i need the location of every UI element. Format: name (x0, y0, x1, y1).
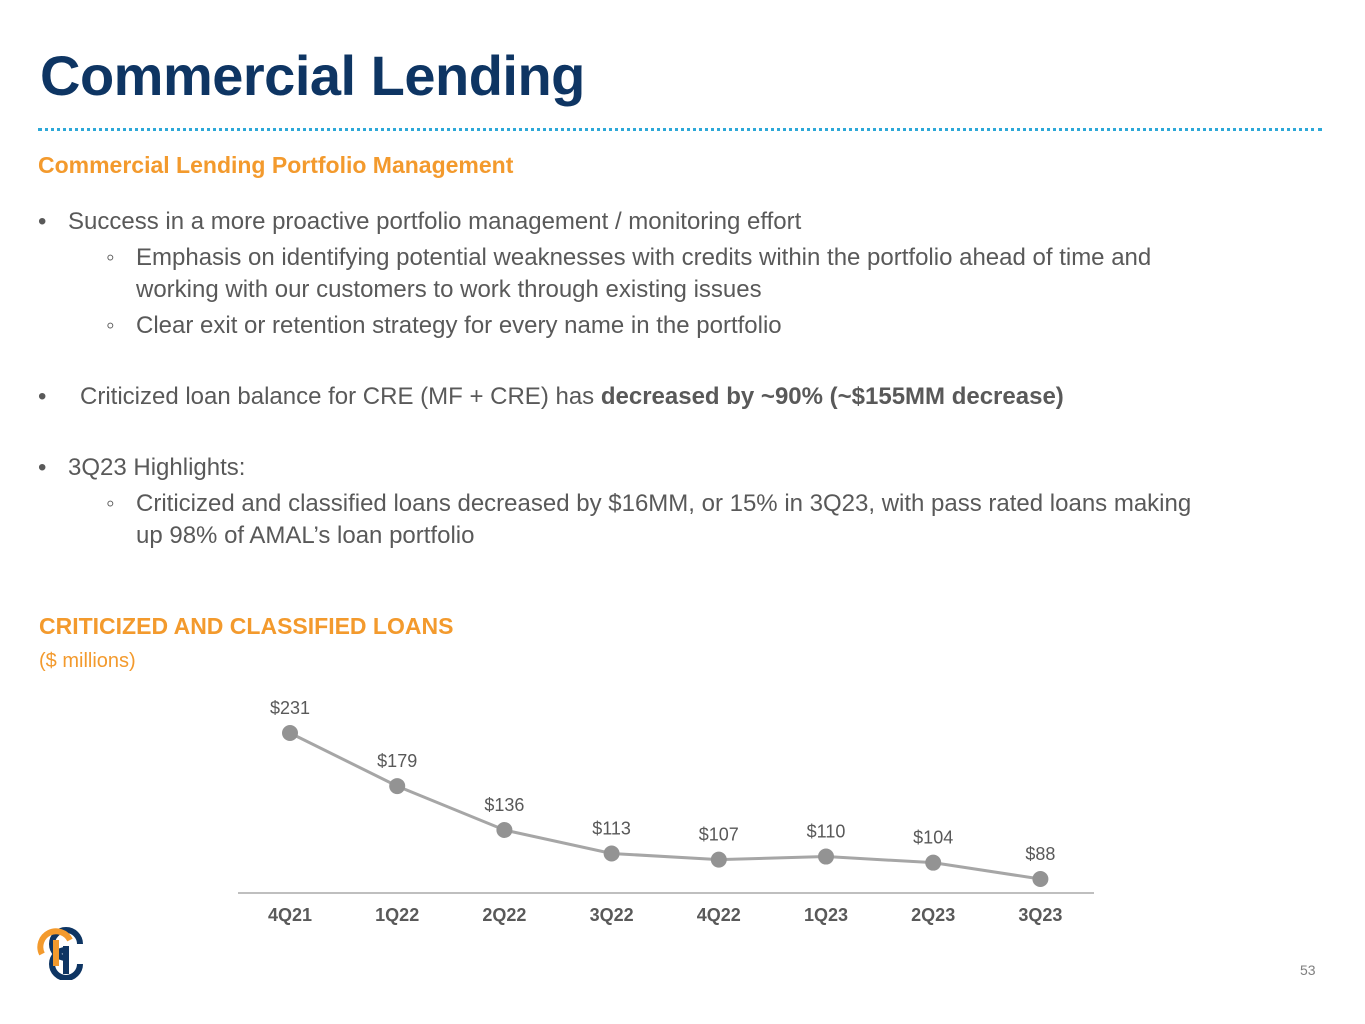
data-label: $179 (377, 751, 417, 771)
bullet-marker: • (38, 454, 47, 481)
bullet-emphasis: decreased by ~90% (~$155MM decrease) (600, 383, 1064, 410)
data-point (818, 848, 834, 865)
sub-bullet-item: ◦ Criticized and classified loans decrea… (106, 488, 1191, 520)
bullet-text: Criticized loan balance for CRE (MF + CR… (80, 383, 601, 410)
sub-bullet-item: ◦ Emphasis on identifying potential weak… (106, 242, 1151, 274)
data-label: $231 (270, 698, 310, 718)
x-tick-label: 4Q22 (697, 905, 741, 925)
x-tick-label: 2Q22 (482, 905, 526, 925)
x-tick-label: 2Q23 (911, 905, 955, 925)
x-tick-label: 3Q23 (1018, 905, 1062, 925)
sub-bullet-marker: ◦ (106, 490, 115, 517)
data-point (1032, 871, 1049, 887)
sub-bullet-marker: ◦ (106, 244, 115, 271)
chart-unit-label: ($ millions) (39, 650, 136, 672)
bullet-text: 3Q23 Highlights: (68, 454, 246, 481)
x-tick-label: 1Q22 (375, 905, 419, 925)
bullet-marker: • (38, 383, 47, 410)
page-number: 53 (1300, 962, 1316, 978)
data-point (282, 725, 298, 741)
data-label: $110 (807, 822, 846, 842)
bullet-item: • 3Q23 Highlights: (38, 452, 245, 484)
data-point (603, 845, 620, 862)
x-tick-label: 1Q23 (804, 905, 848, 925)
sub-bullet-continuation: working with our customers to work throu… (136, 276, 762, 303)
data-label: $88 (1025, 844, 1055, 864)
sub-bullet-marker: ◦ (106, 312, 115, 339)
bullet-item: • Criticized loan balance for CRE (MF + … (38, 381, 1064, 413)
sub-bullet-item: ◦ Clear exit or retention strategy for e… (106, 310, 782, 342)
sub-bullet-text: Clear exit or retention strategy for eve… (136, 312, 782, 339)
data-label: $104 (913, 828, 953, 848)
sub-bullet-text: Criticized and classified loans decrease… (136, 490, 1192, 517)
sub-bullet-text: Emphasis on identifying potential weakne… (136, 244, 1152, 271)
page-title: Commercial Lending (40, 44, 585, 107)
x-tick-label: 3Q22 (590, 905, 634, 925)
chart-title: CRITICIZED AND CLASSIFIED LOANS (39, 613, 454, 639)
section-subtitle: Commercial Lending Portfolio Management (38, 152, 514, 178)
bullet-item: • Success in a more proactive portfolio … (38, 206, 801, 238)
bullet-text: Success in a more proactive portfolio ma… (68, 208, 802, 235)
data-point (389, 778, 406, 795)
bullet-marker: • (38, 208, 47, 235)
data-label: $107 (699, 825, 739, 845)
series-line (289, 731, 1041, 881)
data-label: $136 (484, 795, 524, 815)
data-label: $113 (592, 818, 631, 838)
sub-bullet-continuation: up 98% of AMAL’s loan portfolio (136, 522, 475, 549)
data-point (496, 821, 513, 838)
data-point (925, 854, 942, 871)
x-tick-label: 4Q21 (268, 905, 312, 925)
company-logo-icon (37, 927, 83, 980)
title-divider (38, 128, 1322, 131)
data-point (710, 851, 727, 868)
